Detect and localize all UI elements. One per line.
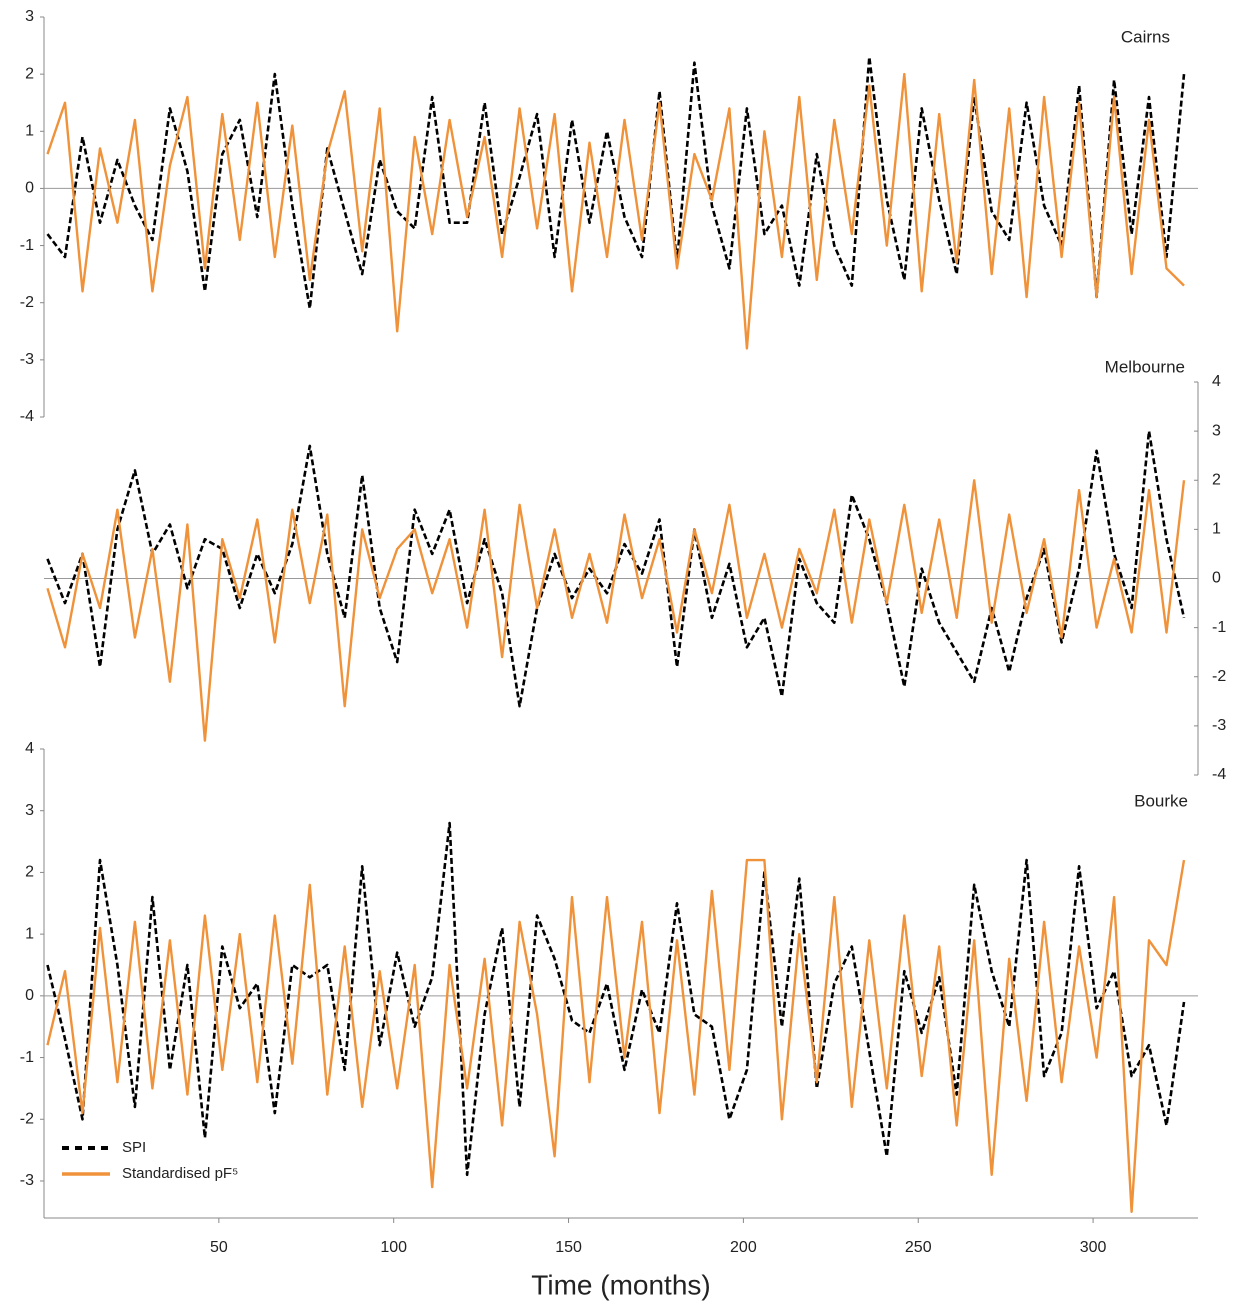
y-tick-label: -4: [20, 408, 34, 425]
y-tick-label: 2: [25, 864, 34, 881]
x-tick-label: 150: [555, 1239, 582, 1256]
legend-label: Standardised pF⁵: [122, 1165, 238, 1182]
series-line: [46, 72, 1185, 350]
y-tick-label: -3: [1212, 717, 1226, 734]
panel-title: Melbourne: [1105, 357, 1185, 376]
x-tick-label: 300: [1080, 1239, 1107, 1256]
y-tick-label: -2: [20, 294, 34, 311]
series-line: [46, 858, 1186, 1213]
y-tick-label: 1: [25, 123, 34, 140]
panel-title: Bourke: [1134, 791, 1188, 810]
x-tick-label: 200: [730, 1239, 757, 1256]
y-tick-label: 2: [25, 65, 34, 82]
y-tick-label: 1: [1212, 521, 1221, 538]
y-tick-label: -3: [20, 351, 34, 368]
y-tick-label: 0: [25, 987, 34, 1004]
y-tick-label: 2: [1212, 471, 1221, 488]
legend-label: SPI: [122, 1139, 146, 1156]
series-line: [46, 55, 1186, 310]
y-tick-label: 0: [1212, 570, 1221, 587]
y-tick-label: -3: [20, 1172, 34, 1189]
y-tick-label: -1: [20, 1049, 34, 1066]
panel-title: Cairns: [1121, 27, 1170, 46]
y-tick-label: 3: [25, 802, 34, 819]
y-tick-label: 4: [25, 740, 34, 757]
series-line: [46, 821, 1186, 1177]
x-axis-label: Time (months): [531, 1269, 710, 1300]
y-tick-label: -4: [1212, 766, 1226, 783]
series-line: [46, 479, 1186, 742]
y-tick-label: 4: [1212, 373, 1221, 390]
x-tick-label: 250: [905, 1239, 932, 1256]
y-tick-label: 0: [25, 180, 34, 197]
y-tick-label: 3: [25, 8, 34, 25]
y-tick-label: -2: [20, 1110, 34, 1127]
y-tick-label: -2: [1212, 668, 1226, 685]
y-tick-label: -1: [1212, 619, 1226, 636]
y-tick-label: -1: [20, 237, 34, 254]
y-tick-label: 1: [25, 925, 34, 942]
x-tick-label: 100: [380, 1239, 407, 1256]
x-tick-label: 50: [210, 1239, 228, 1256]
y-tick-label: 3: [1212, 422, 1221, 439]
